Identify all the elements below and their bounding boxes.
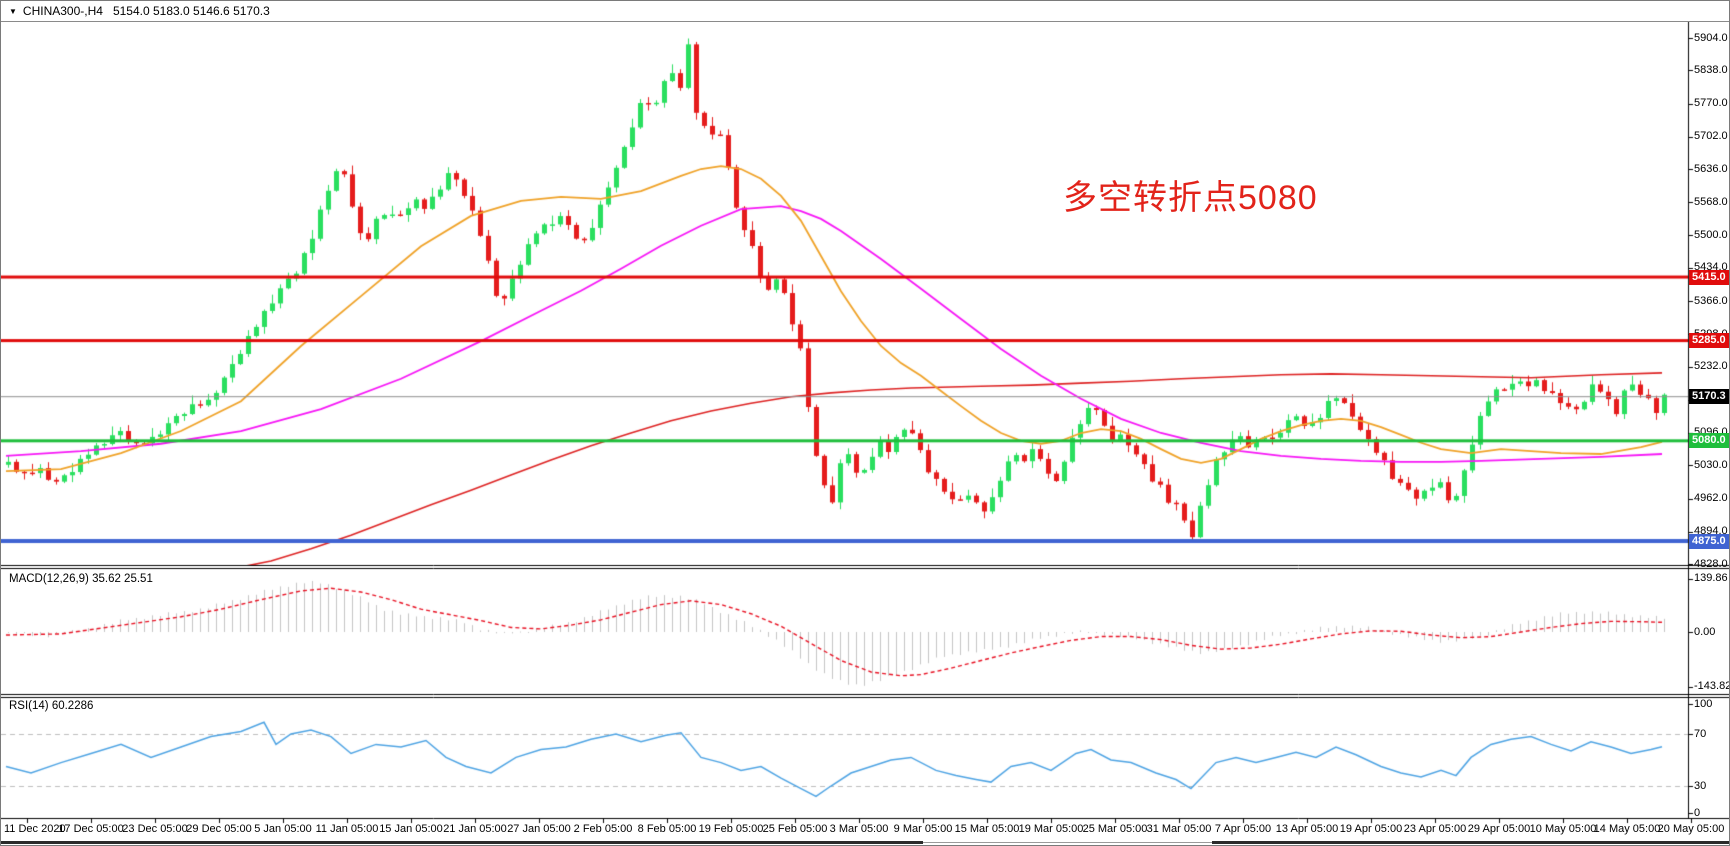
rsi-axis-label: 100	[1694, 697, 1713, 710]
date-axis-label: 25 Mar 05:00	[1082, 823, 1148, 835]
price-axis-label: 5568.0	[1694, 195, 1728, 208]
date-axis-label: 10 May 05:00	[1529, 823, 1597, 835]
date-axis-label: 20 May 05:00	[1657, 823, 1725, 835]
price-badge-5285-0: 5285.0	[1689, 333, 1729, 349]
date-axis-label: 13 Apr 05:00	[1275, 823, 1339, 835]
date-axis-label: 29 Apr 05:00	[1467, 823, 1531, 835]
price-axis-label: 5904.0	[1694, 31, 1728, 44]
price-badge-5080-0: 5080.0	[1689, 433, 1729, 449]
rsi-axis-label: 0	[1694, 806, 1701, 819]
price-badge-4875-0: 4875.0	[1689, 533, 1729, 549]
price-axis-label: 5232.0	[1694, 360, 1728, 372]
price-axis-label: 5636.0	[1694, 162, 1728, 175]
h-scrollbar-right-thumb[interactable]	[1212, 840, 1729, 844]
date-axis-label: 23 Dec 05:00	[122, 823, 188, 835]
date-axis-label: 15 Jan 05:00	[379, 823, 443, 835]
rsi-axis-label: 70	[1694, 727, 1707, 740]
price-axis-label: 5500.0	[1694, 228, 1728, 241]
date-axis-label: 2 Feb 05:00	[573, 823, 633, 835]
annotation-text: 多空转折点5080	[1063, 179, 1318, 217]
date-axis-label: 11 Dec 2020	[4, 823, 66, 835]
macd-axis-label: -143.82	[1694, 680, 1730, 693]
date-axis-label: 9 Mar 05:00	[893, 823, 953, 835]
date-axis-label: 31 Mar 05:00	[1146, 823, 1212, 835]
date-axis-label: 14 May 05:00	[1593, 823, 1661, 835]
date-axis-label: 19 Apr 05:00	[1339, 823, 1403, 835]
price-axis-label: 4962.0	[1694, 492, 1728, 504]
price-badge-5415-0: 5415.0	[1689, 269, 1729, 285]
price-axis-label: 5702.0	[1694, 130, 1728, 143]
date-axis-label: 25 Feb 05:00	[762, 823, 828, 835]
date-axis-label: 23 Apr 05:00	[1403, 823, 1467, 835]
date-axis-label: 3 Mar 05:00	[829, 823, 889, 835]
chart-title-bar: ▼ CHINA300-,H4 5154.0 5183.0 5146.6 5170.3	[1, 1, 1729, 22]
date-axis-label: 5 Jan 05:00	[254, 823, 312, 835]
date-axis-label: 27 Jan 05:00	[507, 823, 571, 835]
date-axis-label: 15 Mar 05:00	[954, 823, 1020, 835]
price-axis-label: 5770.0	[1694, 97, 1728, 109]
rsi-axis-label: 30	[1694, 779, 1707, 792]
symbol-timeframe-label: CHINA300-,H4	[22, 4, 103, 18]
ohlc-values: 5154.0 5183.0 5146.6 5170.3	[112, 4, 270, 18]
macd-axis-label: 139.86	[1694, 572, 1728, 585]
price-axis-label: 5838.0	[1694, 63, 1728, 76]
price-badge-5170-3: 5170.3	[1689, 389, 1729, 405]
price-axis-label: 5366.0	[1694, 294, 1728, 307]
date-axis-label: 8 Feb 05:00	[637, 823, 697, 835]
date-axis-label: 21 Jan 05:00	[443, 823, 507, 835]
date-axis-label: 17 Dec 05:00	[58, 823, 124, 835]
h-scrollbar-track[interactable]	[923, 841, 1212, 843]
date-axis-label: 11 Jan 05:00	[315, 823, 379, 835]
rsi-indicator-label: RSI(14) 60.2286	[9, 700, 94, 712]
price-axis-label: 4828.0	[1694, 557, 1728, 570]
h-scrollbar-left-thumb[interactable]	[1, 840, 923, 844]
macd-axis-label: 0.00	[1694, 625, 1716, 638]
macd-indicator-label: MACD(12,26,9) 35.62 25.51	[9, 573, 153, 585]
price-axis-label: 5030.0	[1694, 458, 1728, 471]
date-axis-label: 19 Feb 05:00	[698, 823, 764, 835]
date-axis-label: 29 Dec 05:00	[186, 823, 252, 835]
date-axis-label: 19 Mar 05:00	[1018, 823, 1084, 835]
date-axis-label: 7 Apr 05:00	[1214, 823, 1272, 835]
symbol-dropdown-icon[interactable]: ▼	[9, 7, 17, 16]
